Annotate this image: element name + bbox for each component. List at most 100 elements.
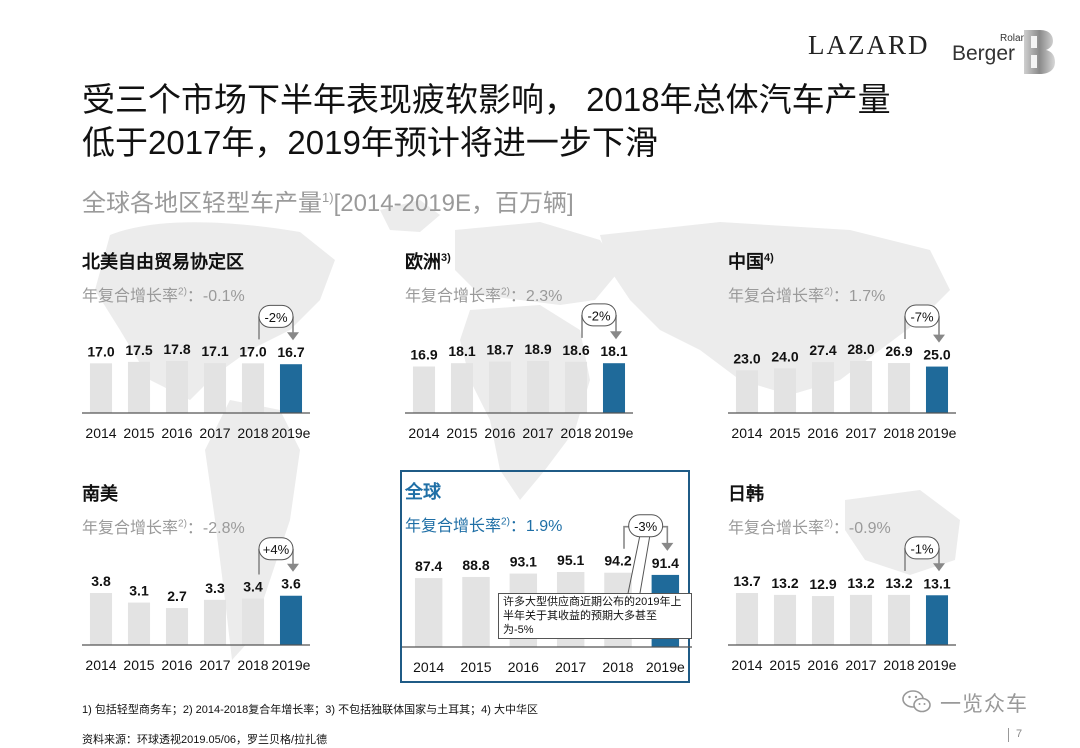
japan-korea-change-arrow-icon	[933, 563, 945, 572]
south-america-title-text: 南美	[82, 484, 118, 504]
panel-europe: 欧洲3) 年复合增长率2)：2.3% 16.9 2014 18.1 2015 18.7 201…	[405, 242, 634, 447]
europe-title-text: 欧洲	[405, 252, 441, 272]
south-america-tick-label-2014: 2014	[85, 657, 116, 673]
japan-korea-bar-2017	[849, 594, 873, 645]
japan-korea-tick-label-2015: 2015	[769, 657, 800, 673]
europe-tick-label-2017: 2017	[522, 425, 553, 441]
europe-value-label-2017: 18.9	[524, 341, 551, 357]
south-america-bar-2014	[89, 593, 113, 645]
watermark-text: 一览众车	[940, 693, 1028, 716]
global-tick-label-2015: 2015	[460, 659, 491, 675]
south-america-change-label: +4%	[263, 542, 290, 557]
global-title-text: 全球	[405, 482, 441, 502]
china-value-label-2015: 24.0	[771, 348, 798, 364]
china-bar-2017	[849, 361, 873, 413]
europe-bar-2014	[412, 366, 436, 413]
europe-value-label-2016: 18.7	[486, 342, 513, 358]
china-bar-2015	[773, 368, 797, 413]
south-america-change-badge	[258, 537, 294, 561]
europe-bar-2018	[564, 361, 588, 413]
japan-korea-value-label-2019e: 13.1	[923, 575, 950, 591]
global-value-label-2016: 93.1	[510, 554, 537, 570]
europe-chart-title: 欧洲3)	[405, 248, 451, 274]
source-note: 资料来源：环球透视2019.05/06，罗兰贝格/拉扎德	[82, 734, 328, 746]
china-cagr-value: ：1.7%	[832, 288, 886, 305]
global-bar-2015	[462, 576, 490, 647]
nafta-cagr-value: ：-0.1%	[186, 288, 245, 305]
china-cagr: 年复合增长率2)：1.7%	[728, 282, 885, 306]
japan-korea-cagr-label: 年复合增长率	[728, 520, 825, 537]
nafta-tick-label-2018: 2018	[237, 425, 268, 441]
nafta-bar-2018	[241, 363, 265, 413]
europe-bar-2017	[526, 361, 550, 413]
japan-korea-tick-label-2017: 2017	[845, 657, 876, 673]
subtitle-footnote-ref: 1)	[322, 190, 334, 205]
nafta-cagr: 年复合增长率2)：-0.1%	[82, 282, 245, 306]
nafta-chart-title: 北美自由贸易协定区	[82, 248, 244, 274]
china-title-text: 中国	[728, 252, 764, 272]
japan-korea-tick-label-2019e: 2019e	[918, 657, 957, 673]
roland-berger-logo-small: Roland	[1000, 33, 1032, 44]
europe-bar-2015	[450, 363, 474, 413]
europe-title-footnote-ref: 3)	[441, 252, 451, 264]
europe-value-label-2014: 16.9	[410, 347, 437, 363]
europe-cagr-value: ：2.3%	[509, 288, 563, 305]
japan-korea-change-label: -1%	[910, 541, 934, 556]
china-value-label-2019e: 25.0	[923, 347, 950, 363]
south-america-value-label-2014: 3.8	[91, 573, 111, 589]
nafta-bar-2016	[165, 361, 189, 413]
global-tick-label-2017: 2017	[555, 659, 586, 675]
japan-korea-value-label-2015: 13.2	[771, 575, 798, 591]
nafta-value-label-2014: 17.0	[87, 343, 114, 359]
china-change-label: -7%	[910, 310, 934, 325]
china-value-label-2014: 23.0	[733, 350, 760, 366]
china-cagr-footnote-ref: 2)	[824, 286, 833, 298]
china-bar-2014	[735, 370, 759, 413]
japan-korea-tick-label-2018: 2018	[883, 657, 914, 673]
europe-change-badge	[581, 303, 617, 327]
nafta-change-label: -2%	[264, 310, 288, 325]
china-tick-label-2017: 2017	[845, 425, 876, 441]
nafta-tick-label-2017: 2017	[199, 425, 230, 441]
watermark: 一览众车	[902, 688, 1052, 718]
global-value-label-2015: 88.8	[462, 557, 489, 573]
japan-korea-cagr-footnote-ref: 2)	[824, 518, 833, 530]
panel-china: 中国4) 年复合增长率2)：1.7% 23.0 2014 24.0 2015 27.4 201…	[728, 242, 957, 447]
nafta-value-label-2016: 17.8	[163, 341, 190, 357]
europe-tick-label-2018: 2018	[560, 425, 591, 441]
page-title-line-1: 受三个市场下半年表现疲软影响， 2018年总体汽车产量	[82, 81, 891, 118]
south-america-value-label-2019e: 3.6	[281, 576, 301, 592]
europe-tick-label-2019e: 2019e	[595, 425, 634, 441]
japan-korea-bar-chart: 13.7 2014 13.2 2015 12.9 2016 13.2 2017 13.2 2018…	[728, 536, 957, 673]
nafta-change-arrow-icon	[287, 332, 299, 341]
japan-korea-bar-2018	[887, 594, 911, 645]
south-america-tick-label-2019e: 2019e	[272, 657, 311, 673]
nafta-tick-label-2014: 2014	[85, 425, 116, 441]
global-tick-label-2018: 2018	[602, 659, 633, 675]
japan-korea-value-label-2014: 13.7	[733, 573, 760, 589]
global-cagr-footnote-ref: 2)	[501, 516, 510, 528]
europe-change-label: -2%	[587, 308, 611, 323]
europe-value-label-2018: 18.6	[562, 342, 589, 358]
south-america-bar-2017	[203, 599, 227, 645]
nafta-tick-label-2019e: 2019e	[272, 425, 311, 441]
south-america-tick-label-2018: 2018	[237, 657, 268, 673]
nafta-bar-2015	[127, 361, 151, 413]
south-america-bar-chart: 3.8 2014 3.1 2015 2.7 2016 3.3 2017 3.4 2018 3.6 20…	[82, 537, 311, 673]
south-america-change-arrow-icon	[287, 563, 299, 572]
south-america-cagr: 年复合增长率2)：-2.8%	[82, 514, 245, 538]
china-bar-2016	[811, 362, 835, 413]
global-value-label-2019e: 91.4	[652, 555, 679, 571]
global-value-label-2018: 94.2	[604, 553, 631, 569]
chart-subtitle: 全球各地区轻型车产量1)[2014-2019E，百万辆]	[82, 183, 574, 218]
global-bar-2014	[414, 578, 443, 647]
global-tick-label-2019e: 2019e	[646, 659, 685, 675]
global-bar-chart: 87.4 2014 88.8 2015 93.1 2016 95.1 2017 94.2 2018…	[402, 514, 692, 675]
nafta-tick-label-2015: 2015	[123, 425, 154, 441]
nafta-bar-2017	[203, 363, 227, 413]
panel-global: 全球 年复合增长率2)：1.9% 87.4 2014 88.8 2015 93.1 2016 9…	[400, 470, 692, 683]
japan-korea-value-label-2017: 13.2	[847, 575, 874, 591]
panel-south-america: 南美 年复合增长率2)：-2.8% 3.8 2014 3.1 2015 2.7 2016 3.3…	[82, 474, 311, 679]
south-america-value-label-2015: 3.1	[129, 583, 149, 599]
